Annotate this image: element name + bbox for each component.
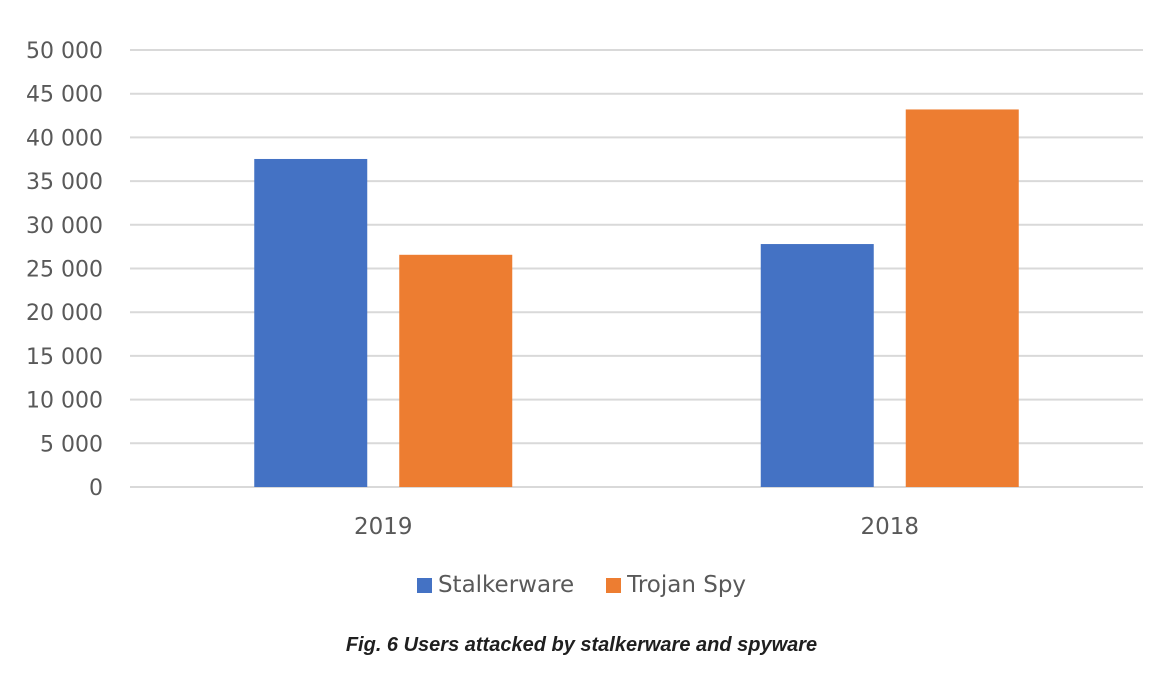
legend-swatch-trojan-spy bbox=[606, 577, 622, 593]
y-tick-label: 30 000 bbox=[26, 214, 103, 239]
y-tick-label: 20 000 bbox=[26, 301, 103, 326]
y-tick-label: 40 000 bbox=[26, 126, 103, 151]
legend: Stalkerware Trojan Spy bbox=[0, 572, 1163, 598]
bars bbox=[254, 109, 1019, 488]
y-tick-label: 0 bbox=[89, 476, 103, 501]
legend-item-stalkerware: Stalkerware bbox=[416, 572, 575, 598]
y-tick-label: 45 000 bbox=[26, 83, 103, 108]
y-tick-label: 35 000 bbox=[26, 170, 103, 195]
y-tick-label: 10 000 bbox=[26, 389, 103, 414]
bar-trojan-spy-2018 bbox=[905, 109, 1019, 488]
y-tick-label: 25 000 bbox=[26, 258, 103, 283]
bar-trojan-spy-2019 bbox=[399, 254, 513, 487]
y-tick-label: 50 000 bbox=[26, 39, 103, 64]
legend-swatch-stalkerware bbox=[416, 577, 432, 593]
legend-label-trojan-spy: Trojan Spy bbox=[627, 572, 747, 598]
y-axis-ticks: 0 5 000 10 000 15 000 20 000 25 000 30 000 35 0… bbox=[26, 39, 103, 501]
x-category-label: 2019 bbox=[354, 514, 413, 540]
legend-item-trojan-spy: Trojan Spy bbox=[606, 572, 746, 598]
figure-caption: Fig. 6 Users attacked by stalkerware and… bbox=[345, 634, 818, 656]
bar-stalkerware-2018 bbox=[760, 244, 874, 487]
bar-chart: 0 5 000 10 000 15 000 20 000 25 000 30 000 35 0… bbox=[26, 39, 1143, 540]
legend-label-stalkerware: Stalkerware bbox=[437, 572, 575, 598]
bar-stalkerware-2019 bbox=[254, 158, 368, 487]
x-category-label: 2018 bbox=[860, 514, 919, 540]
y-tick-label: 5 000 bbox=[40, 432, 103, 457]
x-axis-labels: 2019 2018 bbox=[354, 514, 919, 540]
y-tick-label: 15 000 bbox=[26, 345, 103, 370]
